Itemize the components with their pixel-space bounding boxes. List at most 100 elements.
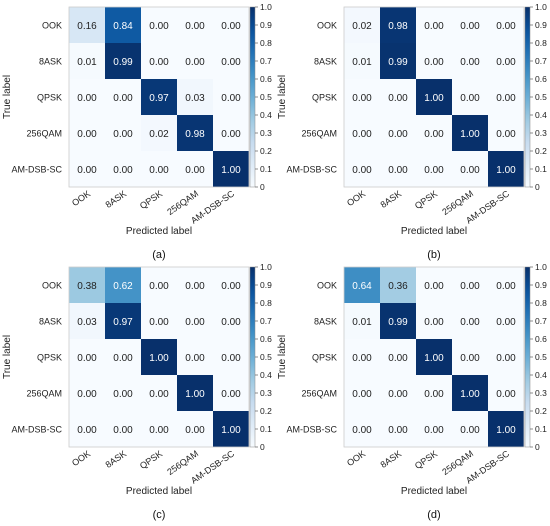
cell-value-label: 0.00	[149, 425, 169, 436]
cell-value-label: 0.00	[113, 353, 133, 364]
matrix-cell	[416, 43, 452, 79]
colorbar-tick-label: 0.8	[260, 38, 272, 48]
colorbar-tick-label: 0.2	[260, 406, 272, 416]
cell-value-label: 0.00	[352, 389, 372, 400]
matrix-cell	[344, 267, 380, 303]
colorbar-tick-label: 0.6	[535, 334, 547, 344]
matrix-cell	[177, 151, 213, 187]
y-tick-label: AM-DSB-SC	[11, 425, 62, 435]
x-tick-label: QPSK	[413, 188, 439, 211]
cell-value-label: 0.00	[424, 21, 444, 32]
matrix-cell	[416, 151, 452, 187]
colorbar-tick-label: 0.4	[535, 110, 547, 120]
colorbar-tick-label: 0.5	[535, 92, 547, 102]
matrix-cell	[177, 375, 213, 411]
matrix-cell	[213, 375, 249, 411]
cell-value-label: 0.00	[185, 425, 205, 436]
colorbar-tick-label: 0.2	[535, 146, 547, 156]
cell-value-label: 0.00	[424, 129, 444, 140]
cell-value-label: 0.00	[185, 21, 205, 32]
matrix-cell	[69, 79, 105, 115]
matrix-cell	[452, 43, 488, 79]
cell-value-label: 0.00	[185, 165, 205, 176]
y-tick-label: AM-DSB-SC	[286, 165, 337, 175]
y-tick-label: QPSK	[312, 93, 337, 103]
colorbar-tick-label: 0	[535, 442, 540, 452]
cell-value-label: 0.00	[496, 21, 516, 32]
colorbar-tick-label: 0.4	[260, 110, 272, 120]
matrix-cell	[69, 115, 105, 151]
cell-value-label: 0.00	[352, 165, 372, 176]
matrix-cell	[177, 79, 213, 115]
matrix-cell	[177, 43, 213, 79]
cell-value-label: 0.00	[149, 389, 169, 400]
colorbar-tick-label: 0.4	[260, 370, 272, 380]
cell-value-label: 0.00	[113, 129, 133, 140]
matrix-cell	[344, 43, 380, 79]
cell-value-label: 0.00	[221, 57, 241, 68]
matrix-cell	[105, 267, 141, 303]
cell-value-label: 0.00	[149, 21, 169, 32]
cell-value-label: 0.00	[185, 353, 205, 364]
cell-value-label: 0.00	[221, 353, 241, 364]
matrix-cell	[141, 7, 177, 43]
x-axis-label: Predicted label	[126, 486, 192, 497]
colorbar-tick-label: 0.2	[535, 406, 547, 416]
cell-value-label: 0.00	[424, 317, 444, 328]
cell-value-label: 0.00	[113, 93, 133, 104]
matrix-cell	[177, 115, 213, 151]
cell-value-label: 0.64	[352, 281, 372, 292]
matrix-cell	[416, 79, 452, 115]
cell-value-label: 0.00	[424, 281, 444, 292]
cell-value-label: 0.00	[424, 425, 444, 436]
matrix-cell	[105, 43, 141, 79]
cell-value-label: 1.00	[460, 129, 480, 140]
panel-label: (c)	[153, 509, 166, 521]
y-tick-label: AM-DSB-SC	[11, 165, 62, 175]
matrix-cell	[452, 115, 488, 151]
cell-value-label: 0.00	[352, 129, 372, 140]
matrix-cell	[416, 7, 452, 43]
matrix-cell	[488, 267, 524, 303]
matrix-cell	[105, 79, 141, 115]
colorbar-tick-label: 0.9	[260, 20, 272, 30]
matrix-cell	[344, 79, 380, 115]
cell-value-label: 0.00	[149, 165, 169, 176]
colorbar	[249, 6, 256, 188]
x-tick-label: OOK	[345, 188, 367, 208]
cell-value-label: 1.00	[185, 389, 205, 400]
cell-value-label: 0.01	[77, 57, 97, 68]
matrix-cell	[105, 7, 141, 43]
matrix-cell	[416, 115, 452, 151]
cell-value-label: 0.00	[352, 425, 372, 436]
colorbar-tick-label: 0	[260, 182, 265, 192]
cell-value-label: 0.00	[388, 93, 408, 104]
matrix-cell	[452, 303, 488, 339]
matrix-cell	[141, 267, 177, 303]
colorbar-tick-label: 0.3	[535, 388, 547, 398]
y-tick-label: 256QAM	[301, 389, 337, 399]
colorbar-tick-label: 0.3	[535, 128, 547, 138]
matrix-cell	[177, 411, 213, 447]
matrix-cell	[69, 375, 105, 411]
matrix-cell	[177, 267, 213, 303]
colorbar-tick-label: 0.1	[535, 424, 547, 434]
matrix-cell	[452, 151, 488, 187]
colorbar-tick-label: 1.0	[260, 262, 272, 272]
matrix-cell	[105, 375, 141, 411]
cell-value-label: 0.00	[77, 93, 97, 104]
matrix-cell	[380, 303, 416, 339]
cell-value-label: 0.00	[424, 389, 444, 400]
cell-value-label: 0.84	[113, 21, 133, 32]
matrix-frame	[343, 6, 525, 188]
matrix-cell	[416, 303, 452, 339]
y-tick-label: QPSK	[312, 353, 337, 363]
matrix-cell	[105, 115, 141, 151]
colorbar-tick-label: 0.8	[535, 298, 547, 308]
colorbar	[249, 266, 256, 448]
matrix-cell	[141, 411, 177, 447]
cell-value-label: 0.00	[352, 93, 372, 104]
y-tick-label: OOK	[317, 21, 337, 31]
